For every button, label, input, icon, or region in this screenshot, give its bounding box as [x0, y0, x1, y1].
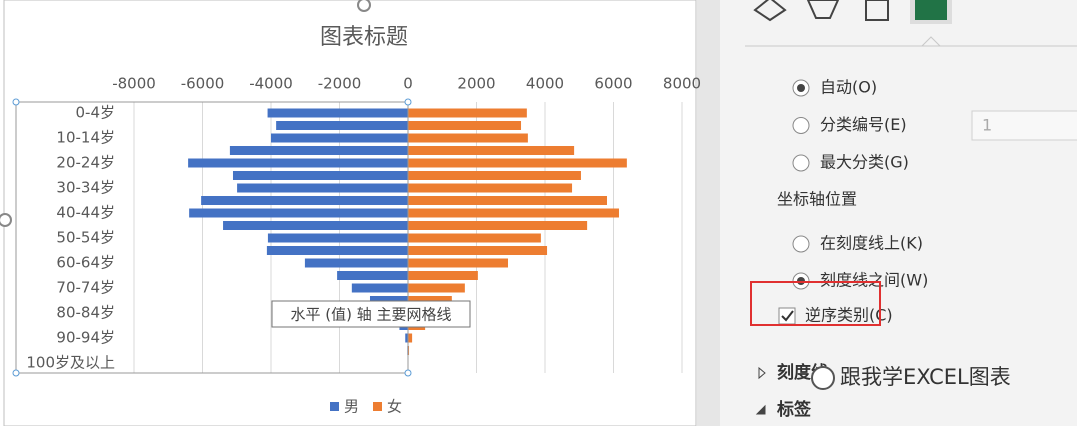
- watermark: 跟我学EXCEL图表: [840, 365, 1011, 389]
- radio-label[interactable]: 刻度线之间(W): [820, 271, 928, 290]
- bar[interactable]: [408, 196, 607, 205]
- radio-label[interactable]: 在刻度线上(K): [820, 234, 923, 253]
- number-input-value: 1: [982, 116, 992, 135]
- radio-label[interactable]: 分类编号(E): [820, 115, 907, 134]
- scrollbar[interactable]: [697, 0, 720, 426]
- radio[interactable]: [793, 155, 809, 171]
- radio-dot: [797, 84, 805, 92]
- bar[interactable]: [201, 196, 408, 205]
- radio-label[interactable]: 自动(O): [820, 78, 877, 97]
- bar[interactable]: [223, 221, 408, 230]
- x-tick-label: 8000: [663, 75, 701, 93]
- x-tick-label: 0: [403, 75, 413, 93]
- bar[interactable]: [189, 209, 408, 218]
- bar[interactable]: [233, 171, 408, 180]
- bar[interactable]: [408, 259, 508, 268]
- y-tick-label: 40-44岁: [56, 204, 115, 222]
- bar[interactable]: [408, 171, 581, 180]
- bar[interactable]: [408, 234, 541, 243]
- format-pane: [720, 0, 1077, 426]
- bar[interactable]: [408, 109, 527, 118]
- group-title[interactable]: 标签: [777, 399, 812, 420]
- y-tick-label: 30-34岁: [56, 179, 115, 197]
- radio[interactable]: [793, 118, 809, 134]
- y-tick-label: 80-84岁: [56, 304, 115, 322]
- section-title: 坐标轴位置: [777, 190, 857, 209]
- tooltip: 水平 (值) 轴 主要网格线: [272, 301, 470, 327]
- legend-label: 女: [387, 398, 402, 416]
- bar[interactable]: [237, 184, 408, 193]
- bar[interactable]: [408, 271, 478, 280]
- x-tick-label: -8000: [112, 75, 156, 93]
- bar[interactable]: [408, 209, 619, 218]
- bar[interactable]: [337, 271, 408, 280]
- checkbox[interactable]: [779, 308, 795, 324]
- bar[interactable]: [276, 121, 408, 130]
- y-tick-label: 70-74岁: [56, 279, 115, 297]
- x-tick-label: 4000: [526, 75, 564, 93]
- radio-label[interactable]: 最大分类(G): [820, 153, 909, 172]
- bar[interactable]: [352, 284, 408, 293]
- bar[interactable]: [230, 146, 408, 155]
- bar[interactable]: [268, 109, 408, 118]
- bar[interactable]: [267, 246, 408, 255]
- bar[interactable]: [408, 284, 465, 293]
- x-tick-label: 6000: [594, 75, 632, 93]
- bar[interactable]: [408, 246, 547, 255]
- y-tick-label: 0-4岁: [76, 104, 116, 122]
- watermark-icon: [812, 367, 834, 389]
- bar[interactable]: [408, 121, 521, 130]
- bar[interactable]: [408, 184, 572, 193]
- bar[interactable]: [305, 259, 408, 268]
- chart-title[interactable]: 图表标题: [320, 25, 408, 50]
- legend-swatch: [373, 402, 382, 411]
- x-tick-label: -4000: [249, 75, 293, 93]
- y-tick-label: 100岁及以上: [26, 354, 115, 372]
- bar[interactable]: [408, 159, 627, 168]
- y-tick-label: 10-14岁: [56, 129, 115, 147]
- y-tick-label: 90-94岁: [56, 329, 115, 347]
- tooltip-text: 水平 (值) 轴 主要网格线: [290, 306, 451, 324]
- y-tick-label: 60-64岁: [56, 254, 115, 272]
- y-tick-label: 20-24岁: [56, 154, 115, 172]
- x-tick-label: 2000: [457, 75, 495, 93]
- bar[interactable]: [408, 334, 412, 343]
- radio[interactable]: [793, 236, 809, 252]
- y-tick-label: 50-54岁: [56, 229, 115, 247]
- legend-label: 男: [344, 398, 359, 416]
- x-tick-label: -2000: [318, 75, 362, 93]
- bar[interactable]: [188, 159, 408, 168]
- legend-swatch: [330, 402, 339, 411]
- bar[interactable]: [271, 134, 408, 143]
- bar[interactable]: [408, 221, 587, 230]
- x-tick-label: -6000: [181, 75, 225, 93]
- bar[interactable]: [408, 134, 528, 143]
- bar[interactable]: [268, 234, 408, 243]
- bar[interactable]: [408, 146, 574, 155]
